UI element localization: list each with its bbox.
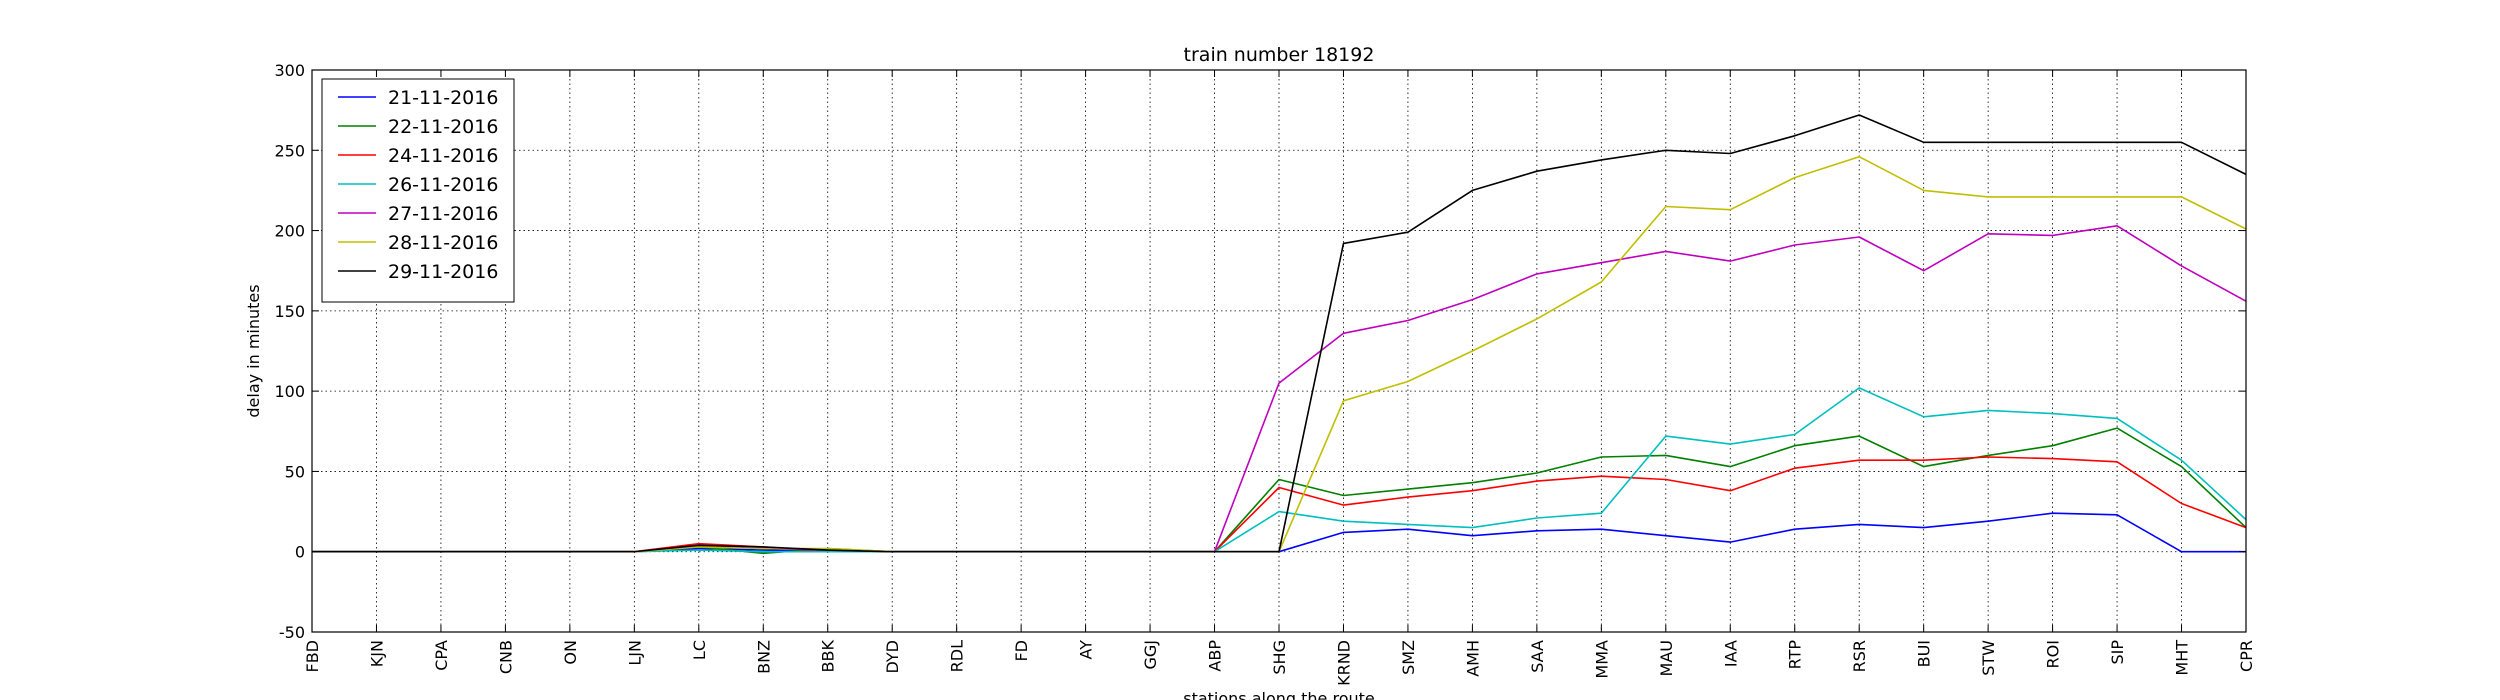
x-tick-label: CPA <box>432 640 451 671</box>
chart-title: train number 18192 <box>1184 44 1375 66</box>
x-tick-label: AMH <box>1463 640 1482 677</box>
x-tick-label: FBD <box>303 640 322 673</box>
x-tick-label: AY <box>1077 640 1096 660</box>
x-tick-label: IAA <box>1721 640 1740 667</box>
legend-label: 28-11-2016 <box>388 232 498 254</box>
x-tick-label: SAA <box>1528 640 1547 673</box>
x-tick-label: SIP <box>2108 640 2127 665</box>
legend-label: 21-11-2016 <box>388 87 498 109</box>
x-tick-label: STW <box>1979 640 1998 676</box>
x-tick-label: KJN <box>367 640 386 667</box>
x-tick-label: BUI <box>1915 640 1934 667</box>
y-tick-label: 100 <box>274 382 305 401</box>
legend-label: 27-11-2016 <box>388 203 498 225</box>
x-tick-label: CPR <box>2237 640 2256 672</box>
x-tick-label: MHT <box>2173 640 2192 676</box>
legend-label: 22-11-2016 <box>388 116 498 138</box>
y-tick-label: 50 <box>285 462 305 481</box>
legend-label: 26-11-2016 <box>388 174 498 196</box>
x-tick-label: SHG <box>1270 640 1289 675</box>
x-tick-label: KRND <box>1334 640 1353 686</box>
y-tick-label: 300 <box>274 61 305 80</box>
y-tick-label: 250 <box>274 141 305 160</box>
x-tick-label: RTP <box>1786 640 1805 670</box>
x-tick-label: ABP <box>1206 640 1225 672</box>
y-tick-label: -50 <box>279 623 305 642</box>
legend-label: 24-11-2016 <box>388 145 498 167</box>
axis-ticks: FBD KJN CPA CNB ON LJN LC BNZ BBK DYD RDL FD AY GGJ AB… <box>274 61 2256 686</box>
plot-series <box>312 114 2247 555</box>
x-tick-label: DYD <box>883 640 902 674</box>
x-tick-label: ROI <box>2044 640 2063 668</box>
x-tick-label: CNB <box>496 640 515 674</box>
legend: 21-11-2016 22-11-2016 24-11-2016 26-11-2016… <box>321 78 515 303</box>
x-tick-label: ON <box>561 640 580 665</box>
x-tick-label: FD <box>1012 640 1031 662</box>
x-tick-label: MAU <box>1657 640 1676 676</box>
grid <box>312 70 2246 632</box>
y-tick-label: 200 <box>274 222 305 241</box>
x-tick-label: RSR <box>1850 640 1869 672</box>
x-tick-label: LJN <box>625 640 644 666</box>
legend-box <box>321 78 515 303</box>
x-tick-label: BNZ <box>754 640 773 674</box>
y-tick-label: 0 <box>295 543 305 562</box>
x-tick-label: GGJ <box>1141 640 1160 670</box>
x-axis-label: stations along the route <box>1183 689 1375 700</box>
series-line-29-11-2016 <box>312 114 2247 553</box>
x-tick-label: SMZ <box>1399 640 1418 675</box>
y-tick-label: 150 <box>274 302 305 321</box>
legend-label: 29-11-2016 <box>388 261 498 283</box>
x-tick-label: LC <box>690 640 709 660</box>
x-tick-label: RDL <box>948 640 967 672</box>
x-tick-label: BBK <box>819 640 838 673</box>
x-tick-label: MMA <box>1592 640 1611 679</box>
y-axis-label: delay in minutes <box>244 284 263 417</box>
